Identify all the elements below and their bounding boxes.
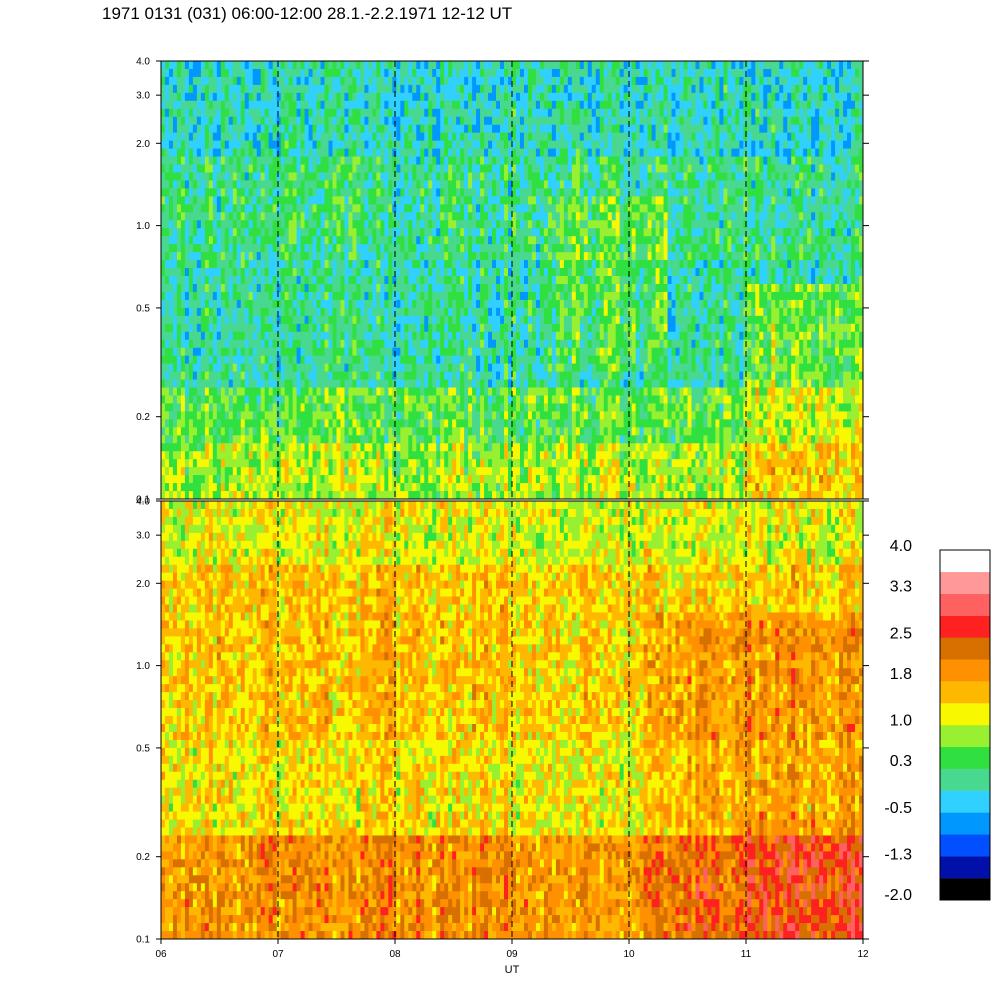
- y-tick-label: 1.0: [136, 661, 150, 672]
- colorbar-label: 3.3: [890, 579, 912, 596]
- y-tick-label: 1.0: [136, 221, 150, 232]
- y-tick-label: 0.2: [136, 412, 150, 423]
- colorbar-label: 0.3: [890, 753, 912, 770]
- colorbar-swatch: [940, 681, 990, 704]
- y-tick-label: 3.0: [136, 531, 150, 542]
- colorbar-swatch: [940, 659, 990, 682]
- colorbar-frame: [939, 549, 991, 901]
- chart-title: 1971 0131 (031) 06:00-12:00 28.1.-2.2.19…: [102, 4, 513, 23]
- colorbar-label: 2.5: [890, 625, 912, 642]
- colorbar-swatch: [940, 550, 990, 573]
- x-tick-label: 12: [857, 949, 869, 960]
- colorbar-swatch: [940, 746, 990, 769]
- y-tick-label: 0.2: [136, 852, 150, 863]
- colorbar-swatch: [940, 768, 990, 791]
- colorbar: 4.0 3.3 2.5 1.8 1.0 0.3 -0.5 -1.3 -2.0: [884, 538, 991, 904]
- y-tick-label: 0.5: [136, 743, 150, 754]
- y-tick-label: 2.0: [136, 579, 150, 590]
- x-tick-label: 08: [389, 949, 401, 960]
- x-tick-label: 07: [272, 949, 284, 960]
- grid-layer: [277, 61, 747, 939]
- y-tick-label: 4.0: [136, 57, 150, 68]
- y-tick-label: 0.1: [136, 935, 150, 946]
- colorbar-swatch: [940, 571, 990, 594]
- colorbar-label: 4.0: [890, 538, 912, 555]
- y-tick-label: 2.0: [136, 139, 150, 150]
- colorbar-swatch: [940, 878, 990, 901]
- y-tick-label: 0.1: [136, 495, 150, 506]
- colorbar-swatch: [940, 834, 990, 857]
- colorbar-swatch: [940, 790, 990, 813]
- colorbar-swatch: [940, 725, 990, 748]
- colorbar-swatch: [940, 593, 990, 616]
- colorbar-swatch: [940, 615, 990, 638]
- colorbar-swatch: [940, 856, 990, 879]
- colorbar-label: -2.0: [884, 887, 912, 904]
- x-tick-label: 11: [741, 949, 752, 960]
- axes-layer: 0.10.20.51.02.03.04.00.10.20.51.02.03.04…: [136, 57, 869, 976]
- colorbar-label: -1.3: [884, 846, 912, 863]
- x-tick-label: 06: [155, 949, 167, 960]
- y-tick-label: 3.0: [136, 91, 150, 102]
- x-tick-label: 09: [506, 949, 518, 960]
- colorbar-swatch: [940, 812, 990, 835]
- colorbar-swatch: [940, 637, 990, 660]
- colorbar-label: 1.8: [890, 666, 912, 683]
- y-tick-label: 0.5: [136, 303, 150, 314]
- colorbar-label: 1.0: [890, 713, 912, 730]
- colorbar-swatch: [940, 703, 990, 726]
- x-tick-label: 10: [623, 949, 635, 960]
- x-axis-label: UT: [505, 964, 520, 976]
- colorbar-label: -0.5: [884, 800, 912, 817]
- y-tick-label: 4.0: [136, 497, 150, 508]
